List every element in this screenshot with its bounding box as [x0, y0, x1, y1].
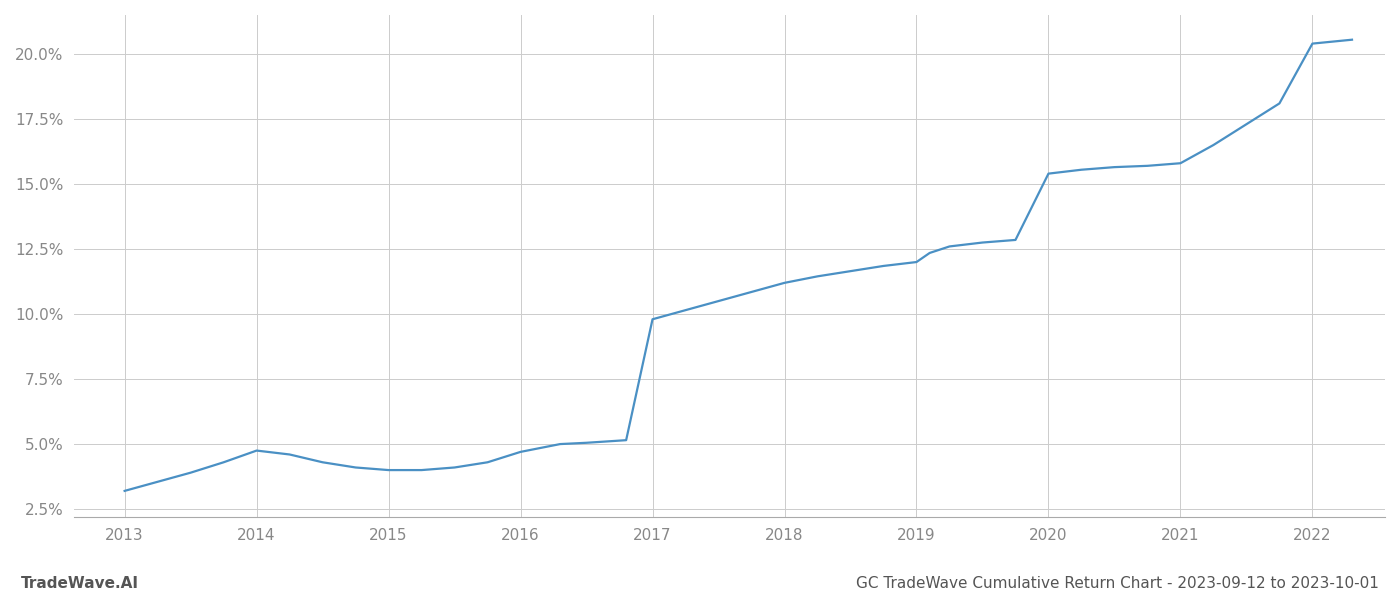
Text: GC TradeWave Cumulative Return Chart - 2023-09-12 to 2023-10-01: GC TradeWave Cumulative Return Chart - 2…	[857, 576, 1379, 591]
Text: TradeWave.AI: TradeWave.AI	[21, 576, 139, 591]
